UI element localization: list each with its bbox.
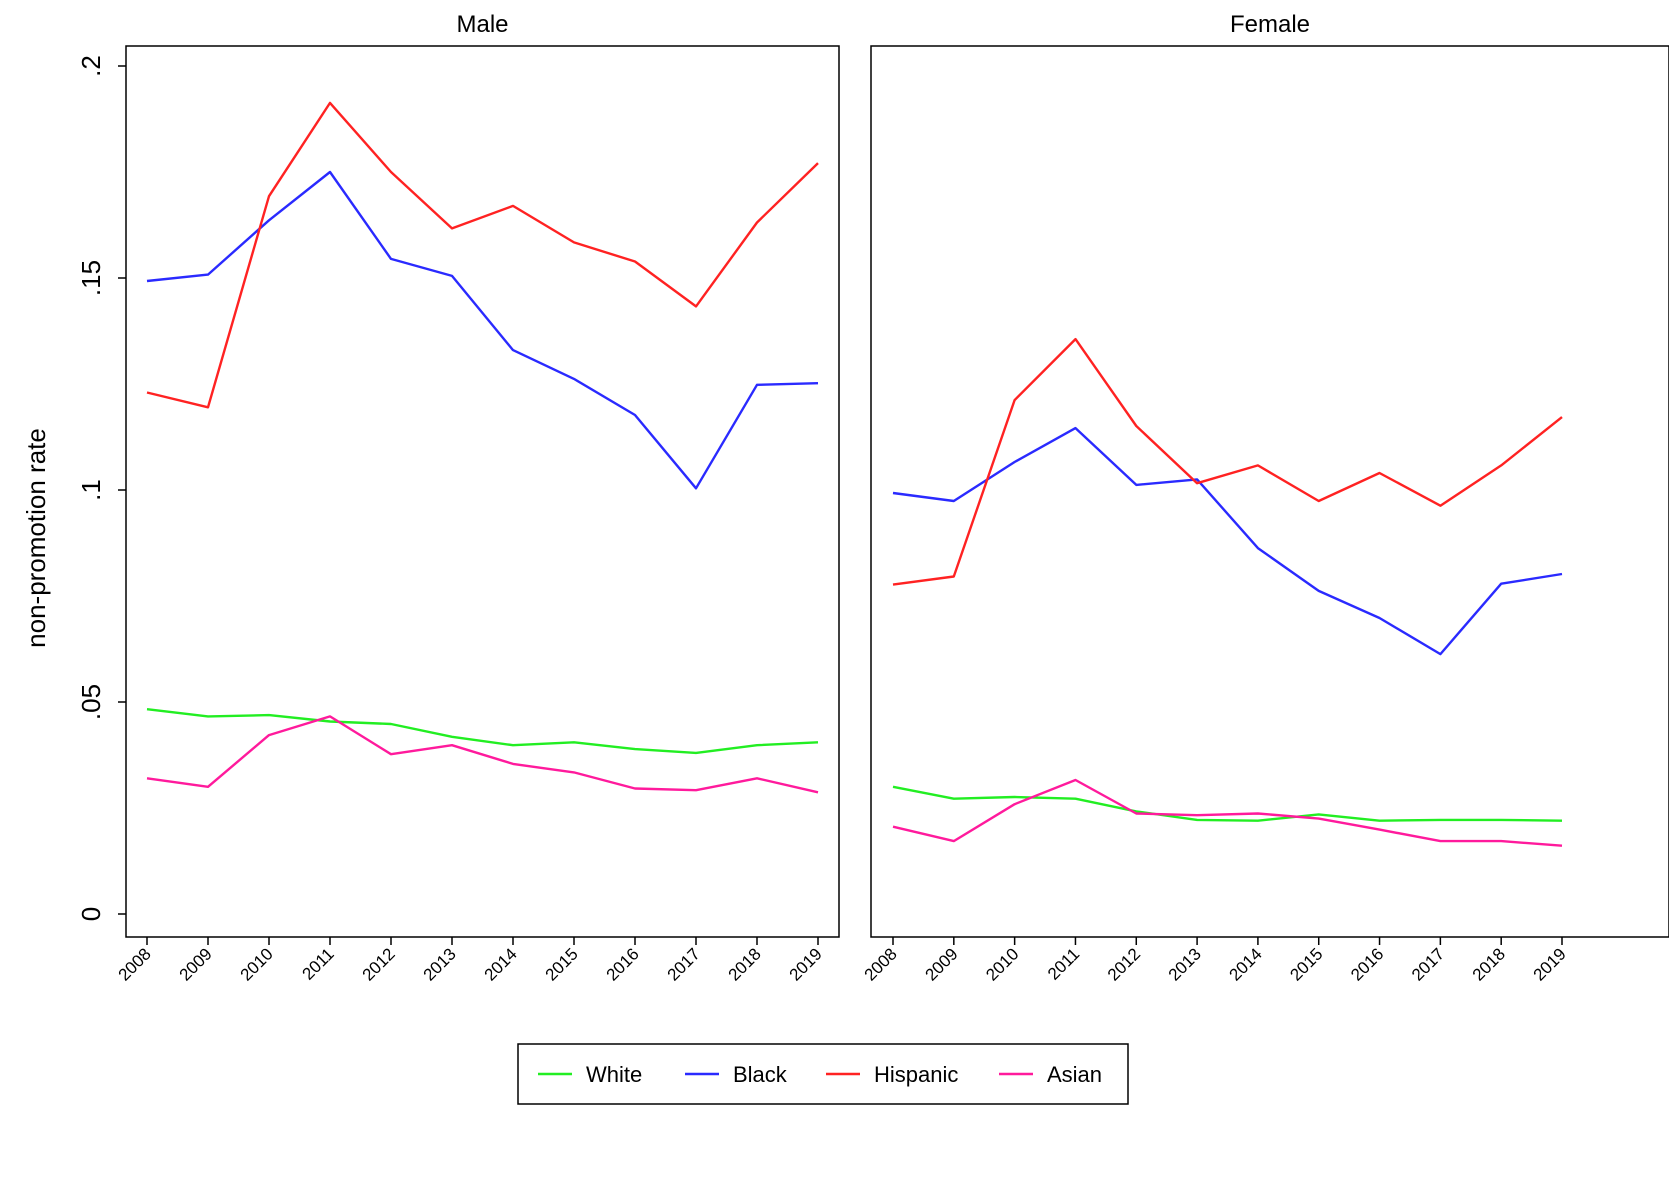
x-tick-label: 2019 (786, 944, 826, 984)
series-line-black (892, 426, 1563, 656)
x-tick-label: 2016 (1347, 944, 1387, 984)
x-tick-label: 2009 (921, 944, 961, 984)
series-line-white (892, 785, 1563, 822)
x-tick-label: 2011 (1044, 944, 1083, 983)
x-tick-label: 2019 (1530, 944, 1570, 984)
y-axis-label: non-promotion rate (21, 428, 51, 648)
legend-label-white: White (586, 1062, 642, 1087)
legend-label-asian: Asian (1047, 1062, 1102, 1087)
series-line-asian (146, 715, 819, 794)
panel-title: Male (456, 11, 508, 38)
series-line-hispanic (146, 101, 819, 409)
y-tick-label: .05 (76, 684, 106, 720)
x-tick-label: 2018 (1469, 944, 1509, 984)
x-tick-label: 2012 (359, 944, 399, 984)
x-tick-label: 2014 (1226, 944, 1266, 984)
series-line-asian (892, 778, 1563, 847)
y-tick-label: 0 (76, 907, 106, 921)
x-tick-label: 2016 (603, 944, 643, 984)
panel-title: Female (1230, 11, 1310, 38)
x-tick-label: 2017 (664, 944, 704, 984)
x-tick-label: 2008 (115, 944, 155, 984)
plot-frame (870, 45, 1669, 938)
y-tick-label: .1 (76, 479, 106, 501)
x-tick-label: 2018 (725, 944, 765, 984)
x-tick-label: 2015 (542, 944, 582, 984)
series-line-black (146, 170, 819, 490)
x-tick-label: 2009 (176, 944, 216, 984)
series-line-hispanic (892, 337, 1563, 586)
panels-layer: Male 2008 2009 2010 2011 2012 2013 2014 2015 2016… (76, 11, 1669, 985)
panel-female: Female 2008 2009 2010 2011 2012 2013 2014 2015 20… (861, 11, 1669, 985)
x-tick-label: 2017 (1408, 944, 1448, 984)
legend-label-hispanic: Hispanic (874, 1062, 958, 1087)
x-tick-label: 2010 (982, 944, 1022, 984)
y-tick-label: .15 (76, 260, 106, 296)
x-tick-label: 2008 (861, 944, 901, 984)
y-tick-label: .2 (76, 55, 106, 77)
legend: White Black Hispanic Asian (517, 1043, 1129, 1105)
panel-male: Male 2008 2009 2010 2011 2012 2013 2014 2015 2016… (76, 11, 840, 985)
legend-label-black: Black (733, 1062, 788, 1087)
x-tick-label: 2014 (481, 944, 521, 984)
x-tick-label: 2013 (420, 944, 460, 984)
series-line-white (146, 708, 819, 755)
x-tick-label: 2013 (1165, 944, 1205, 984)
x-tick-label: 2011 (299, 944, 338, 983)
x-tick-label: 2010 (237, 944, 277, 984)
x-tick-label: 2012 (1104, 944, 1144, 984)
x-tick-label: 2015 (1286, 944, 1326, 984)
plot-frame (125, 45, 840, 938)
